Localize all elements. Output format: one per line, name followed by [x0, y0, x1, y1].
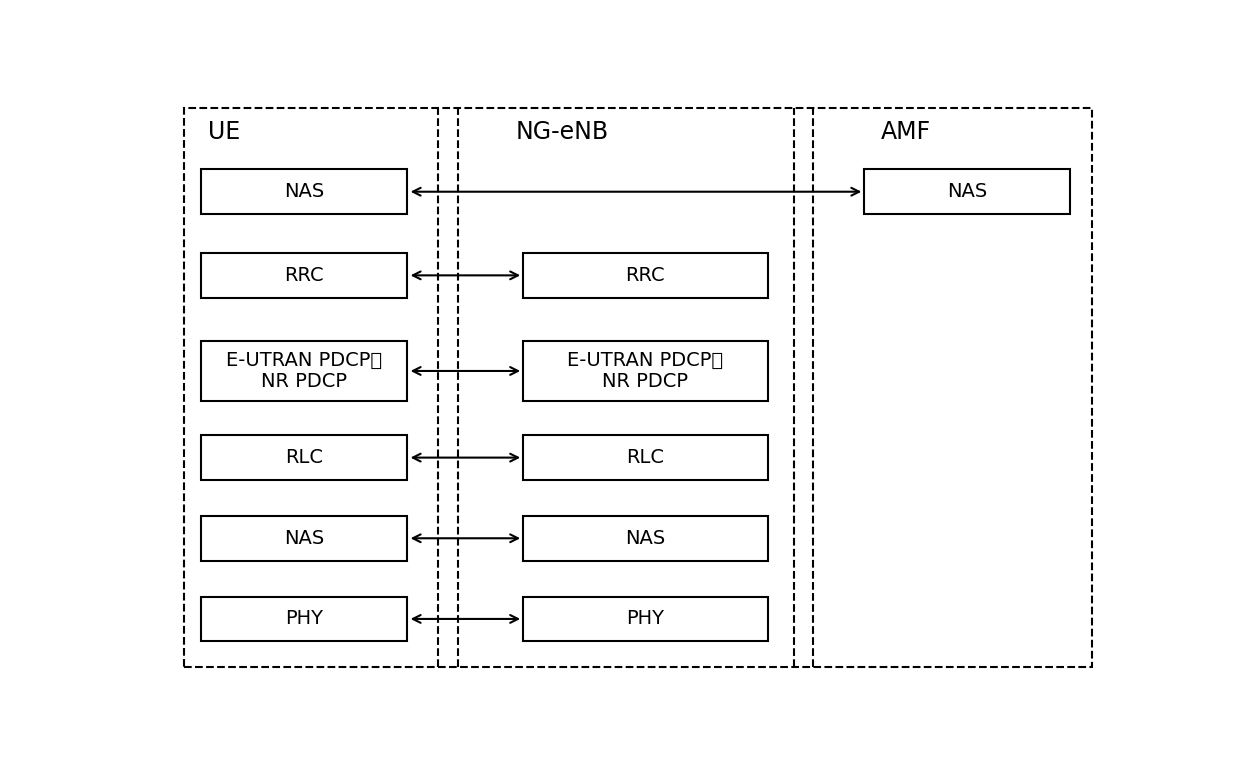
Text: RRC: RRC — [284, 266, 324, 285]
Text: UE: UE — [208, 120, 241, 144]
Bar — [201, 516, 407, 561]
Bar — [522, 597, 768, 641]
Bar — [201, 597, 407, 641]
Text: RRC: RRC — [625, 266, 665, 285]
Bar — [201, 169, 407, 214]
Text: RLC: RLC — [626, 448, 665, 467]
Bar — [201, 341, 407, 401]
Text: PHY: PHY — [626, 609, 665, 629]
Bar — [522, 341, 768, 401]
Text: E-UTRAN PDCP或
NR PDCP: E-UTRAN PDCP或 NR PDCP — [226, 351, 382, 391]
Text: AMF: AMF — [880, 120, 931, 144]
Text: PHY: PHY — [285, 609, 322, 629]
Text: RLC: RLC — [285, 448, 322, 467]
Text: NAS: NAS — [284, 182, 324, 201]
Bar — [522, 435, 768, 480]
Text: NAS: NAS — [284, 528, 324, 548]
Bar — [522, 516, 768, 561]
Bar — [864, 169, 1070, 214]
Bar — [522, 253, 768, 298]
Text: E-UTRAN PDCP或
NR PDCP: E-UTRAN PDCP或 NR PDCP — [567, 351, 723, 391]
Text: NAS: NAS — [947, 182, 987, 201]
Bar — [201, 435, 407, 480]
Text: NG-eNB: NG-eNB — [516, 120, 609, 144]
Bar — [201, 253, 407, 298]
Text: NAS: NAS — [625, 528, 665, 548]
